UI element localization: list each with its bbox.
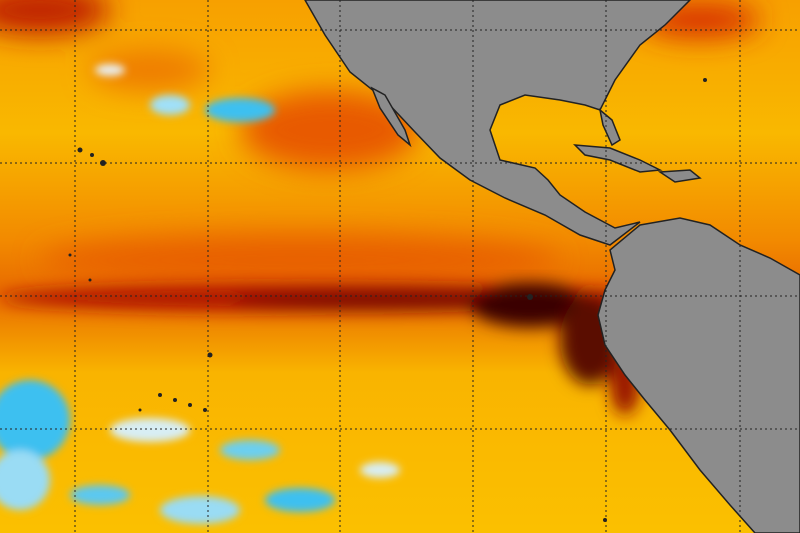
island (88, 278, 92, 282)
island (203, 408, 207, 412)
island (173, 398, 177, 402)
cuba (573, 144, 663, 173)
island (188, 403, 192, 407)
equatorial-band (0, 283, 660, 415)
north-america (304, 0, 692, 246)
island (68, 253, 72, 257)
baja-california (370, 86, 412, 148)
land (304, 0, 800, 533)
island (527, 294, 533, 300)
island (158, 393, 162, 397)
island (703, 78, 707, 82)
island (90, 153, 94, 157)
island (603, 518, 607, 522)
island (100, 160, 106, 166)
islands (68, 78, 707, 522)
hispaniola (657, 169, 702, 183)
cool-patches (0, 64, 400, 524)
island (138, 408, 142, 412)
island (77, 147, 83, 153)
florida (598, 108, 621, 147)
island (207, 352, 213, 358)
